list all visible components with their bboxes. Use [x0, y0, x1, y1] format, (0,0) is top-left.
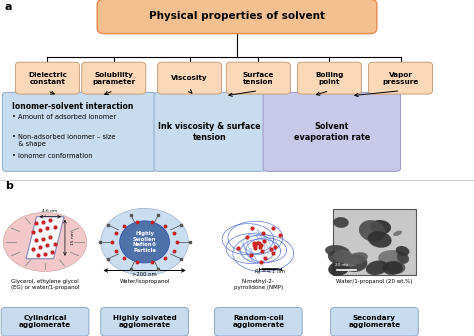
FancyBboxPatch shape [331, 307, 418, 336]
Ellipse shape [368, 231, 392, 248]
Ellipse shape [396, 246, 410, 256]
Ellipse shape [100, 208, 188, 276]
Text: Water/1-propanol (20 wt.%): Water/1-propanol (20 wt.%) [336, 279, 413, 284]
Circle shape [3, 212, 87, 271]
Text: Random-coil
agglomerate: Random-coil agglomerate [232, 315, 284, 328]
Text: Viscosity: Viscosity [171, 75, 208, 81]
Text: • Amount of adsorbed ionomer: • Amount of adsorbed ionomer [12, 114, 116, 120]
Text: Cylindrical
agglomerate: Cylindrical agglomerate [19, 315, 71, 328]
FancyBboxPatch shape [157, 62, 221, 94]
Text: 15 nm: 15 nm [71, 231, 74, 245]
Text: Solubility
parameter: Solubility parameter [92, 72, 135, 85]
FancyBboxPatch shape [263, 92, 401, 171]
Ellipse shape [378, 250, 407, 266]
Text: Dielectric
constant: Dielectric constant [28, 72, 67, 85]
FancyBboxPatch shape [1, 307, 89, 336]
Text: 20 nm: 20 nm [336, 263, 348, 267]
Ellipse shape [328, 251, 346, 265]
Text: Vapor
pressure: Vapor pressure [383, 72, 419, 85]
Ellipse shape [359, 220, 385, 242]
Text: • Ionomer conformation: • Ionomer conformation [12, 153, 92, 159]
Text: $R_g$ = 4.1 nm: $R_g$ = 4.1 nm [255, 268, 286, 278]
Text: Physical properties of solvent: Physical properties of solvent [149, 11, 325, 22]
Ellipse shape [346, 252, 368, 265]
Bar [333, 209, 416, 275]
Text: Highly solvated
agglomerate: Highly solvated agglomerate [113, 315, 176, 328]
Ellipse shape [342, 254, 367, 272]
Text: • Non-adsorbed ionomer – size
   & shape: • Non-adsorbed ionomer – size & shape [12, 134, 115, 147]
Ellipse shape [328, 261, 350, 276]
Text: Secondary
agglomerate: Secondary agglomerate [348, 315, 401, 328]
FancyBboxPatch shape [368, 62, 432, 94]
Text: Surface
tension: Surface tension [243, 72, 274, 85]
Ellipse shape [366, 260, 388, 275]
Text: >200 nm: >200 nm [132, 271, 157, 277]
Text: Water/isopropanol: Water/isopropanol [119, 279, 170, 284]
FancyBboxPatch shape [15, 62, 80, 94]
Text: 4.6 nm: 4.6 nm [42, 209, 57, 213]
Ellipse shape [344, 257, 359, 266]
FancyBboxPatch shape [2, 92, 156, 171]
Text: b: b [5, 181, 13, 192]
Ellipse shape [393, 230, 402, 236]
Ellipse shape [397, 252, 409, 263]
FancyBboxPatch shape [214, 307, 302, 336]
FancyBboxPatch shape [298, 62, 361, 94]
Ellipse shape [370, 220, 391, 235]
Ellipse shape [333, 250, 353, 263]
Text: N-methyl-2-
pyrrolidone (NMP): N-methyl-2- pyrrolidone (NMP) [234, 279, 283, 290]
Ellipse shape [385, 261, 405, 274]
Ellipse shape [325, 245, 350, 257]
FancyBboxPatch shape [227, 62, 290, 94]
Text: Boiling
point: Boiling point [315, 72, 344, 85]
Ellipse shape [119, 221, 169, 263]
FancyBboxPatch shape [82, 62, 146, 94]
Text: a: a [5, 2, 12, 12]
FancyBboxPatch shape [154, 92, 265, 171]
Text: Highly
Swollen
Nafion®
Particle: Highly Swollen Nafion® Particle [132, 231, 157, 253]
Text: Ink viscosity & surface
tension: Ink viscosity & surface tension [158, 122, 261, 141]
FancyBboxPatch shape [97, 0, 377, 34]
Polygon shape [26, 217, 64, 259]
Text: Ionomer-solvent interaction: Ionomer-solvent interaction [12, 102, 133, 111]
Ellipse shape [333, 217, 349, 228]
Text: Solvent
evaporation rate: Solvent evaporation rate [294, 122, 370, 141]
Ellipse shape [382, 261, 402, 275]
FancyBboxPatch shape [100, 307, 188, 336]
Text: Glycerol, ethylene glycol
(EG) or water/1-propanol: Glycerol, ethylene glycol (EG) or water/… [11, 279, 79, 290]
